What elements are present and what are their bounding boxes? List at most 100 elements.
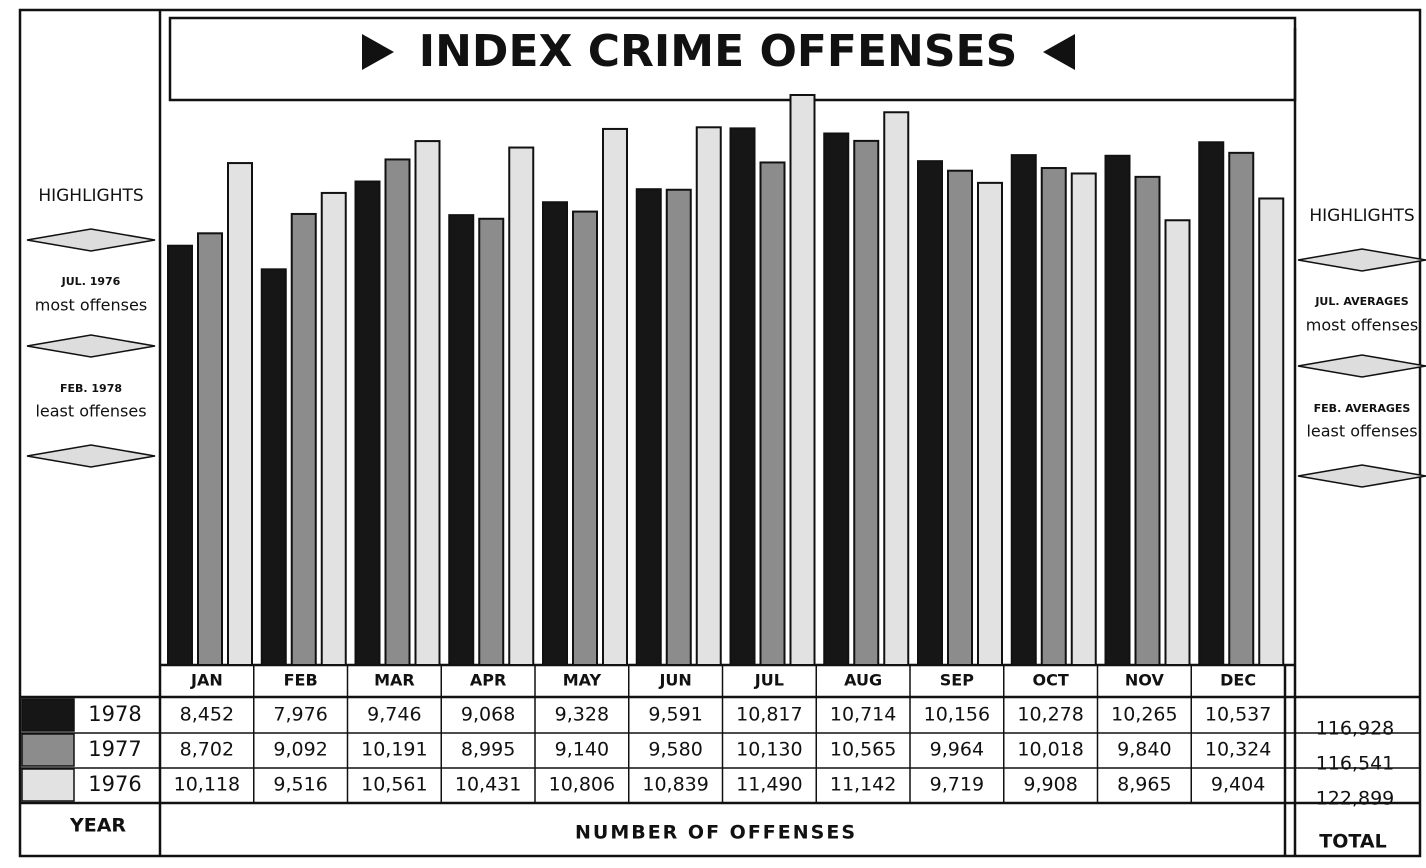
bar — [635, 188, 662, 666]
total-heading: TOTAL — [1319, 831, 1386, 853]
bar — [977, 181, 1003, 667]
table-value: 10,561 — [361, 774, 427, 796]
table-value: 10,714 — [830, 704, 896, 726]
table-value: 10,817 — [736, 704, 802, 726]
diamond — [26, 334, 156, 358]
table-value: 11,490 — [736, 774, 802, 796]
table-value: 9,746 — [367, 704, 421, 726]
bar — [448, 214, 475, 667]
highlight-heading: HIGHLIGHTS — [38, 186, 143, 206]
bar — [260, 268, 287, 666]
bar — [883, 111, 910, 666]
highlight-heading: HIGHLIGHTS — [1309, 206, 1414, 226]
bar — [508, 146, 535, 666]
bar — [1070, 172, 1097, 667]
arrow — [1043, 34, 1075, 70]
bar — [572, 210, 598, 667]
legend-swatch — [21, 698, 75, 732]
bar — [1228, 151, 1255, 667]
bar — [1134, 175, 1161, 666]
bar — [227, 162, 253, 667]
x-tick-label: OCT — [1032, 671, 1068, 690]
legend-label: 1976 — [88, 772, 141, 796]
bar — [290, 212, 317, 666]
table-value: 10,431 — [455, 774, 521, 796]
bar — [197, 232, 223, 666]
bar — [542, 201, 568, 666]
x-label: NUMBER OF OFFENSES — [575, 822, 857, 844]
table-value: 10,278 — [1017, 704, 1083, 726]
x-tick-label: SEP — [940, 671, 974, 690]
diamond — [1297, 248, 1426, 272]
bar — [414, 140, 441, 666]
bar — [789, 94, 816, 666]
table-value: 7,976 — [273, 704, 327, 726]
x-tick-label: NOV — [1125, 671, 1165, 690]
total-value: 116,928 — [1316, 718, 1395, 740]
x-tick-label: FEB — [284, 671, 318, 690]
table-value: 10,806 — [549, 774, 615, 796]
table-value: 10,118 — [174, 774, 240, 796]
table-value: 10,839 — [642, 774, 708, 796]
table-value: 8,995 — [461, 739, 515, 761]
bar — [947, 169, 973, 666]
total-value: 116,541 — [1316, 753, 1395, 775]
x-tick-label: DEC — [1220, 671, 1256, 690]
table-value: 8,702 — [180, 739, 234, 761]
bar — [1010, 154, 1037, 666]
highlight-date: FEB. AVERAGES — [1314, 402, 1411, 415]
bar — [1164, 219, 1191, 666]
table-value: 10,265 — [1111, 704, 1177, 726]
bar — [853, 139, 880, 666]
highlight-text: least offenses — [35, 402, 146, 421]
bar — [602, 127, 628, 666]
bar — [665, 188, 692, 666]
table-value: 9,719 — [930, 774, 984, 796]
table-value: 9,404 — [1211, 774, 1265, 796]
diamond — [26, 228, 156, 252]
year-label: YEAR — [69, 815, 126, 837]
table-value: 10,537 — [1205, 704, 1271, 726]
legend-label: 1978 — [88, 702, 141, 726]
x-tick-label: MAR — [374, 671, 415, 690]
table-value: 8,452 — [180, 704, 234, 726]
x-tick-label: JAN — [190, 671, 223, 690]
highlight-date: JUL. AVERAGES — [1314, 295, 1408, 308]
table-value: 9,068 — [461, 704, 515, 726]
x-tick-label: JUN — [658, 671, 691, 690]
bar — [917, 160, 943, 666]
table-value: 9,092 — [273, 739, 327, 761]
frame — [18, 8, 1422, 858]
diamond — [1297, 354, 1426, 378]
bar — [478, 217, 505, 666]
bar — [1104, 154, 1131, 666]
bar — [1040, 167, 1067, 666]
table-value: 9,591 — [648, 704, 702, 726]
bar — [320, 191, 347, 667]
table-value: 9,908 — [1023, 774, 1077, 796]
total-value: 122,899 — [1316, 788, 1395, 810]
highlight-date: FEB. 1978 — [60, 382, 122, 395]
bar — [823, 132, 850, 666]
table-value: 10,130 — [736, 739, 802, 761]
table-value: 10,018 — [1017, 739, 1083, 761]
highlight-text: least offenses — [1306, 422, 1417, 441]
table-value: 9,516 — [273, 774, 327, 796]
table-value: 8,965 — [1117, 774, 1171, 796]
bar — [695, 126, 722, 666]
x-tick-label: APR — [470, 671, 506, 690]
table-value: 9,840 — [1117, 739, 1171, 761]
legend-label: 1977 — [88, 737, 141, 761]
chart-title: INDEX CRIME OFFENSES — [419, 26, 1018, 77]
highlight-text: most offenses — [1306, 316, 1418, 335]
bar — [384, 158, 411, 666]
diamond — [26, 444, 156, 468]
title-box — [168, 16, 1297, 102]
table-value: 9,140 — [555, 739, 609, 761]
x-tick-label: AUG — [844, 671, 882, 690]
legend-swatch — [21, 768, 75, 802]
highlight-text: most offenses — [35, 296, 147, 315]
bar — [1198, 141, 1225, 667]
table-value: 9,328 — [555, 704, 609, 726]
